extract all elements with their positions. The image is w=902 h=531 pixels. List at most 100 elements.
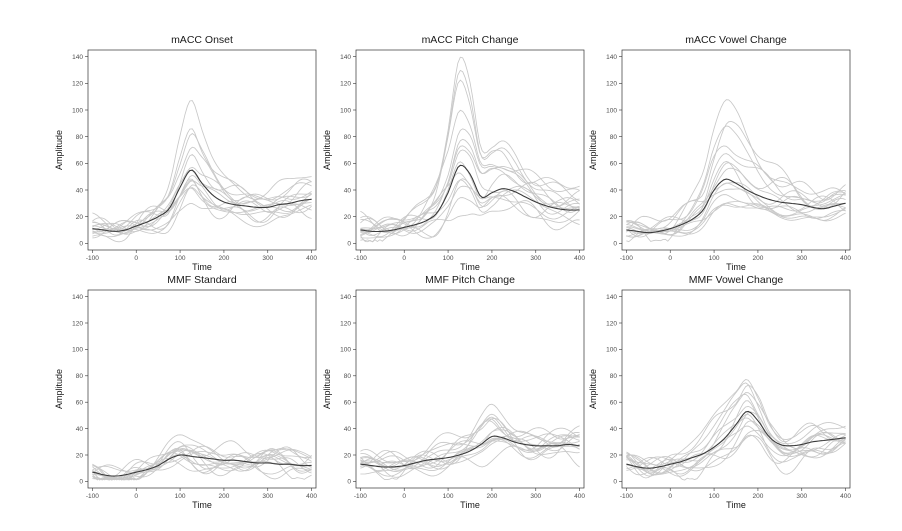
- mean-trace: [92, 454, 312, 477]
- trial-trace: [360, 427, 580, 478]
- y-tick-label: 140: [72, 54, 83, 61]
- x-tick-label: 300: [796, 255, 807, 262]
- trial-trace: [626, 434, 846, 476]
- trial-trace: [360, 433, 580, 477]
- trial-trace: [626, 400, 846, 470]
- panel-title: MMF Pitch Change: [425, 274, 515, 286]
- y-tick-label: 120: [340, 81, 351, 88]
- x-tick-label: 300: [262, 493, 273, 500]
- y-tick-label: 40: [344, 187, 352, 194]
- trial-trace: [626, 420, 846, 471]
- y-tick-label: 20: [344, 214, 352, 221]
- trial-trace: [360, 69, 580, 232]
- x-tick-label: -100: [86, 255, 99, 262]
- trial-trace: [92, 440, 312, 479]
- y-tick-label: 120: [340, 320, 351, 327]
- y-tick-label: 140: [606, 294, 617, 301]
- trial-trace: [360, 438, 580, 477]
- y-tick-label: 20: [344, 452, 352, 459]
- y-tick-label: 20: [76, 452, 84, 459]
- y-tick-label: 40: [344, 426, 352, 433]
- trial-trace: [92, 198, 312, 235]
- y-tick-label: 120: [606, 320, 617, 327]
- x-tick-label: 100: [175, 255, 186, 262]
- y-tick-label: 120: [606, 81, 617, 88]
- y-tick-label: 80: [76, 134, 84, 141]
- plot-frame: [355, 49, 585, 251]
- x-axis-label: Time: [192, 500, 212, 510]
- x-tick-label: -100: [354, 255, 367, 262]
- plot-frame: [621, 289, 851, 489]
- x-tick-label: -100: [86, 493, 99, 500]
- trial-trace: [626, 393, 846, 475]
- y-tick-label: 40: [76, 426, 84, 433]
- panel-title: MMF Standard: [167, 274, 237, 286]
- trial-trace: [92, 441, 312, 481]
- y-tick-label: 100: [606, 347, 617, 354]
- mean-trace: [360, 435, 580, 468]
- y-tick-label: 60: [344, 400, 352, 407]
- y-tick-label: 60: [610, 161, 618, 168]
- y-tick-label: 80: [610, 134, 618, 141]
- trial-trace: [626, 162, 846, 233]
- plot-frame: [87, 49, 317, 251]
- y-tick-label: 0: [347, 479, 351, 486]
- trial-trace: [360, 145, 580, 230]
- y-tick-label: 100: [340, 107, 351, 114]
- trial-trace: [626, 161, 846, 242]
- y-tick-label: 120: [72, 81, 83, 88]
- x-tick-label: 400: [840, 493, 851, 500]
- x-tick-label: 200: [752, 493, 763, 500]
- y-axis-label: Amplitude: [322, 130, 332, 170]
- trial-trace: [626, 384, 846, 479]
- mean-trace: [626, 410, 846, 469]
- panel-title: MMF Vowel Change: [689, 274, 784, 286]
- trial-trace: [626, 125, 846, 233]
- trial-trace: [360, 178, 580, 238]
- x-axis-label: Time: [726, 262, 746, 272]
- y-tick-label: 140: [606, 54, 617, 61]
- y-tick-label: 0: [79, 241, 83, 248]
- y-tick-label: 80: [344, 373, 352, 380]
- panel-title: mACC Vowel Change: [685, 34, 787, 46]
- x-tick-label: 0: [402, 493, 406, 500]
- trial-trace: [360, 185, 580, 234]
- trial-trace: [626, 145, 846, 238]
- trial-trace: [360, 109, 580, 236]
- y-tick-label: 80: [76, 373, 84, 380]
- trial-trace: [360, 427, 580, 468]
- trial-trace: [92, 450, 312, 475]
- x-tick-label: 300: [796, 493, 807, 500]
- trial-trace: [92, 452, 312, 481]
- x-tick-label: 400: [574, 255, 585, 262]
- trial-trace: [626, 204, 846, 235]
- x-tick-label: 0: [668, 255, 672, 262]
- y-tick-label: 20: [610, 214, 618, 221]
- x-axis-label: Time: [460, 262, 480, 272]
- x-tick-label: 200: [486, 255, 497, 262]
- x-tick-label: -100: [620, 493, 633, 500]
- trial-trace: [92, 450, 312, 481]
- plot-frame: [87, 289, 317, 489]
- y-axis-label: Amplitude: [54, 130, 64, 170]
- y-tick-label: 80: [344, 134, 352, 141]
- x-tick-label: 200: [486, 493, 497, 500]
- plot-frame: [355, 289, 585, 489]
- y-tick-label: 40: [76, 187, 84, 194]
- trial-trace: [360, 442, 580, 481]
- mean-trace: [92, 169, 312, 232]
- y-tick-label: 60: [610, 400, 618, 407]
- y-tick-label: 100: [72, 107, 83, 114]
- x-tick-label: 300: [530, 255, 541, 262]
- x-tick-label: 300: [530, 493, 541, 500]
- trial-trace: [626, 120, 846, 233]
- y-axis-label: Amplitude: [588, 130, 598, 170]
- y-tick-label: 40: [610, 187, 618, 194]
- x-tick-label: 200: [218, 493, 229, 500]
- y-tick-label: 120: [72, 320, 83, 327]
- y-tick-label: 140: [340, 54, 351, 61]
